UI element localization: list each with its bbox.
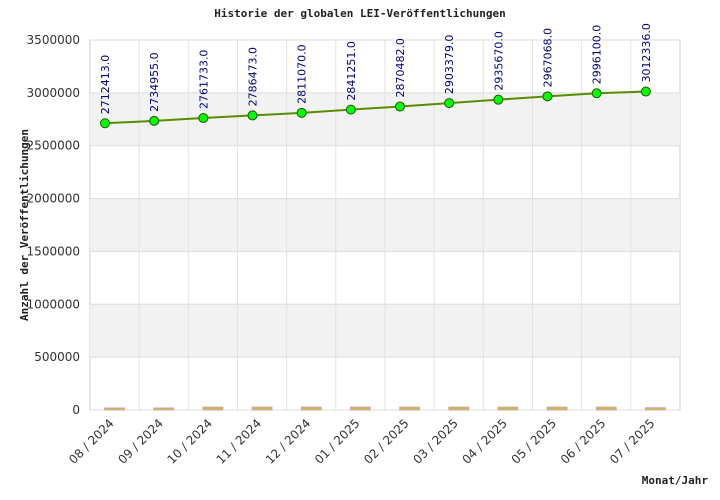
marker (247, 110, 258, 121)
data-label: 2712413.0 (99, 55, 112, 115)
bar (153, 407, 175, 411)
data-label: 2811070.0 (296, 44, 309, 104)
bar (399, 406, 420, 411)
bar (104, 407, 125, 411)
data-label: 2903379.0 (443, 35, 456, 94)
y-tick-label: 500000 (34, 350, 80, 364)
chart-title: Historie der globalen LEI-Veröffentlichu… (214, 7, 505, 20)
x-tick-label: 07 / 2025 (607, 416, 658, 467)
data-label: 2935670.0 (492, 31, 505, 91)
y-axis-label: Anzahl der Veröffentlichungen (18, 129, 31, 321)
bar (350, 406, 371, 411)
data-label: 2734955.0 (148, 52, 161, 112)
marker (100, 118, 110, 129)
y-tick-label: 1500000 (27, 244, 80, 258)
y-tick-label: 3000000 (27, 86, 80, 100)
bar (645, 407, 666, 411)
data-label: 2967068.0 (542, 28, 555, 88)
marker (198, 113, 209, 124)
x-tick-label: 10 / 2024 (164, 416, 215, 467)
x-axis-label: Monat/Jahr (642, 474, 709, 487)
x-tick-label: 09 / 2024 (115, 416, 166, 467)
data-label: 2870482.0 (394, 38, 407, 98)
x-tick-label: 12 / 2024 (263, 416, 314, 467)
bar (202, 406, 224, 411)
data-label: 2761733.0 (197, 50, 210, 109)
data-label: 2841251.0 (345, 41, 358, 101)
marker (591, 88, 602, 99)
marker (493, 94, 504, 105)
bar (595, 406, 617, 411)
data-label: 2996100.0 (591, 25, 604, 85)
bar (546, 406, 568, 411)
x-tick-label: 04 / 2025 (459, 416, 510, 467)
y-tick-label: 2000000 (27, 192, 80, 206)
bar (251, 406, 273, 411)
bar (300, 406, 322, 411)
y-tick-label: 0 (72, 403, 80, 417)
x-tick-label: 05 / 2025 (509, 416, 560, 467)
x-tick-label: 01 / 2025 (312, 416, 363, 467)
y-tick-label: 3500000 (27, 33, 80, 47)
marker (640, 86, 651, 97)
marker (444, 98, 455, 109)
marker (296, 107, 307, 118)
marker (149, 115, 160, 126)
line (104, 90, 646, 125)
x-tick-label: 11 / 2024 (214, 416, 265, 467)
marker (395, 101, 405, 112)
data-label: 3012336.0 (640, 23, 653, 83)
bar (497, 406, 519, 411)
x-tick-label: 06 / 2025 (558, 416, 609, 467)
x-tick-label: 02 / 2025 (361, 416, 412, 467)
marker (542, 91, 553, 102)
marker (345, 104, 356, 115)
x-tick-label: 08 / 2024 (66, 416, 117, 467)
y-tick-label: 1000000 (27, 297, 80, 311)
bar (448, 406, 470, 411)
x-tick-label: 03 / 2025 (410, 416, 461, 467)
data-label: 2786473.0 (247, 47, 260, 107)
y-tick-label: 2500000 (27, 139, 80, 153)
